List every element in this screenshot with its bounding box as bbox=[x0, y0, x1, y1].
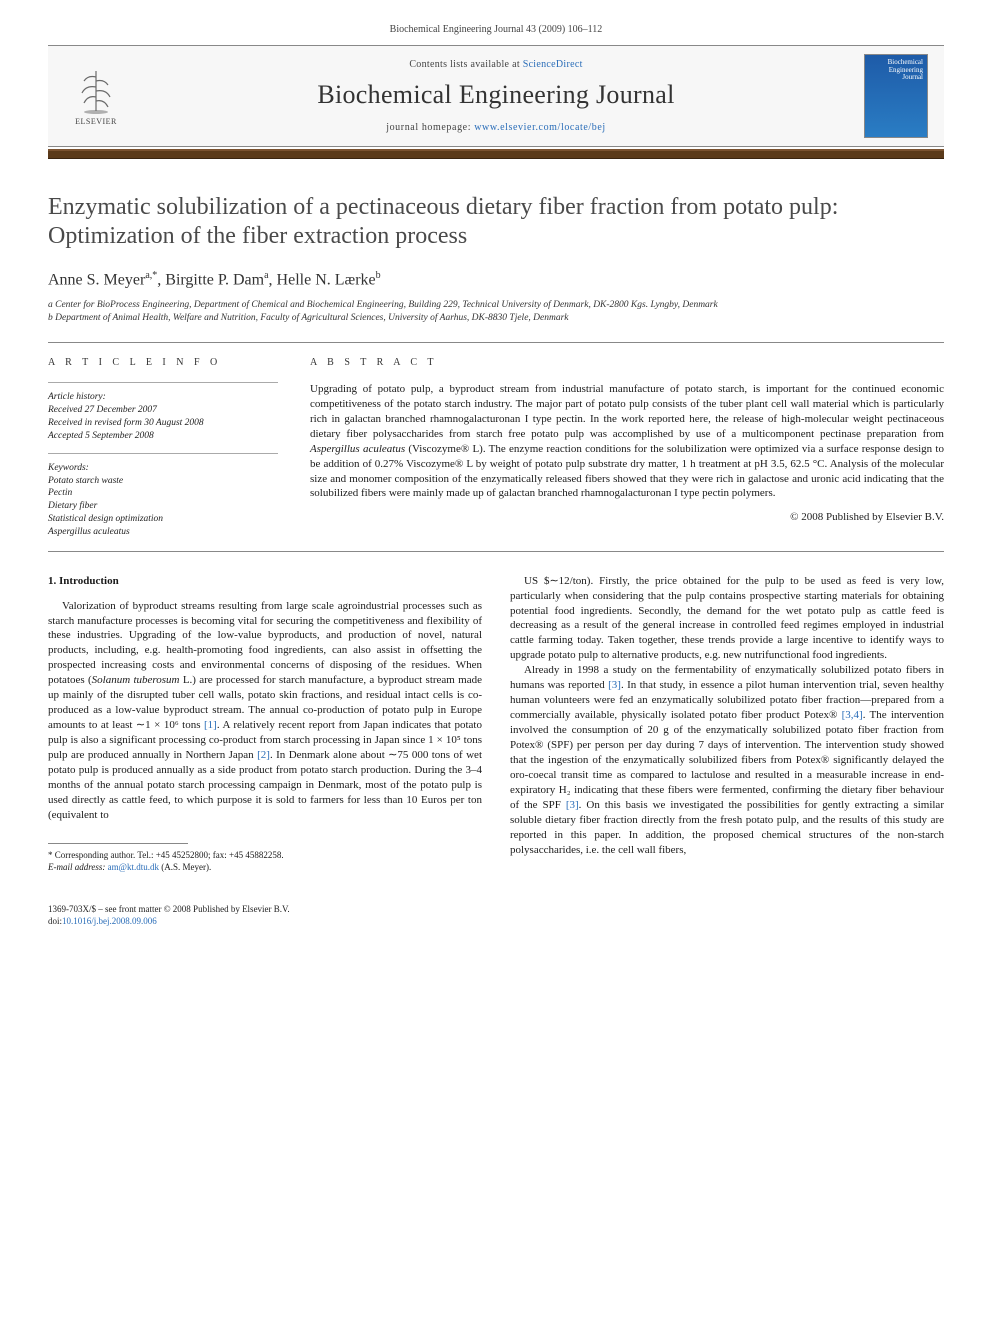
doi-prefix: doi: bbox=[48, 916, 62, 926]
history-1: Received in revised form 30 August 2008 bbox=[48, 417, 278, 430]
affiliation-b: b Department of Animal Health, Welfare a… bbox=[48, 312, 944, 325]
section-heading: 1. Introduction bbox=[48, 574, 482, 589]
history-label: Article history: bbox=[48, 391, 278, 404]
info-sep-1 bbox=[48, 382, 278, 383]
article-info-heading: A R T I C L E I N F O bbox=[48, 357, 278, 368]
keywords-block: Keywords: Potato starch waste Pectin Die… bbox=[48, 462, 278, 539]
body-columns: 1. Introduction Valorization of byproduc… bbox=[48, 574, 944, 928]
abstract-copyright: © 2008 Published by Elsevier B.V. bbox=[310, 511, 944, 523]
elsevier-tree-icon bbox=[74, 67, 118, 115]
keyword-2: Dietary fiber bbox=[48, 500, 278, 513]
masthead-center: Contents lists available at ScienceDirec… bbox=[148, 59, 844, 133]
email-link[interactable]: am@kt.dtu.dk bbox=[108, 862, 159, 872]
history-2: Accepted 5 September 2008 bbox=[48, 430, 278, 443]
email-label: E-mail address: bbox=[48, 862, 108, 872]
sciencedirect-link[interactable]: ScienceDirect bbox=[523, 59, 583, 70]
keyword-3: Statistical design optimization bbox=[48, 513, 278, 526]
email-suffix: (A.S. Meyer). bbox=[159, 862, 211, 872]
issn-line: 1369-703X/$ – see front matter © 2008 Pu… bbox=[48, 903, 482, 915]
cover-title: Biochemical Engineering Journal bbox=[869, 59, 923, 82]
info-abstract-row: A R T I C L E I N F O Article history: R… bbox=[48, 343, 944, 550]
intro-para-2: US $∼12/ton). Firstly, the price obtaine… bbox=[510, 574, 944, 664]
homepage-line: journal homepage: www.elsevier.com/locat… bbox=[148, 122, 844, 133]
homepage-url-link[interactable]: www.elsevier.com/locate/bej bbox=[474, 122, 606, 133]
keyword-4: Aspergillus aculeatus bbox=[48, 526, 278, 539]
abstract-column: A B S T R A C T Upgrading of potato pulp… bbox=[310, 357, 944, 538]
info-sep-2 bbox=[48, 453, 278, 454]
corr-line: * Corresponding author. Tel.: +45 452528… bbox=[48, 849, 482, 861]
citation-line: Biochemical Engineering Journal 43 (2009… bbox=[48, 24, 944, 35]
article-history-block: Article history: Received 27 December 20… bbox=[48, 391, 278, 442]
keywords-label: Keywords: bbox=[48, 462, 278, 475]
authors-line: Anne S. Meyera,*, Birgitte P. Dama, Hell… bbox=[48, 270, 944, 289]
journal-title: Biochemical Engineering Journal bbox=[148, 80, 844, 110]
rule-bottom bbox=[48, 551, 944, 552]
contents-line: Contents lists available at ScienceDirec… bbox=[148, 59, 844, 70]
corresponding-author-footnote: * Corresponding author. Tel.: +45 452528… bbox=[48, 849, 482, 873]
intro-para-1: Valorization of byproduct streams result… bbox=[48, 599, 482, 823]
footnote-rule bbox=[48, 843, 188, 844]
journal-cover-thumbnail: Biochemical Engineering Journal bbox=[864, 54, 928, 138]
keyword-1: Pectin bbox=[48, 487, 278, 500]
intro-para-3: Already in 1998 a study on the fermentab… bbox=[510, 663, 944, 857]
article-info-column: A R T I C L E I N F O Article history: R… bbox=[48, 357, 278, 538]
affiliation-a: a Center for BioProcess Engineering, Dep… bbox=[48, 299, 944, 312]
publisher-logo: ELSEVIER bbox=[64, 60, 128, 132]
publisher-name: ELSEVIER bbox=[75, 117, 117, 126]
doi-link[interactable]: 10.1016/j.bej.2008.09.006 bbox=[62, 916, 157, 926]
homepage-prefix: journal homepage: bbox=[386, 122, 474, 133]
abstract-heading: A B S T R A C T bbox=[310, 357, 944, 368]
article-title: Enzymatic solubilization of a pectinaceo… bbox=[48, 193, 944, 252]
contents-prefix: Contents lists available at bbox=[409, 59, 522, 70]
keyword-0: Potato starch waste bbox=[48, 475, 278, 488]
affiliations: a Center for BioProcess Engineering, Dep… bbox=[48, 299, 944, 325]
page-footer: 1369-703X/$ – see front matter © 2008 Pu… bbox=[48, 903, 482, 927]
history-0: Received 27 December 2007 bbox=[48, 404, 278, 417]
masthead: ELSEVIER Contents lists available at Sci… bbox=[48, 45, 944, 147]
accent-bar bbox=[48, 149, 944, 159]
abstract-text: Upgrading of potato pulp, a byproduct st… bbox=[310, 382, 944, 501]
